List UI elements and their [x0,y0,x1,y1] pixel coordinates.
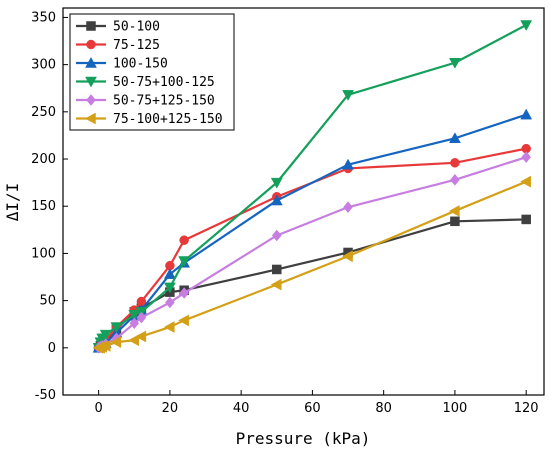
legend-swatch-marker [84,112,96,125]
legend-label: 75-100+125-150 [113,112,223,127]
x-tick-label: 20 [162,401,179,416]
legend-swatch-marker [86,94,96,106]
data-point [110,336,122,349]
data-point [129,317,140,330]
data-point [163,282,176,294]
series-line [98,180,527,349]
data-point [99,339,111,352]
x-tick-label: 40 [233,401,250,416]
legend-entry: 50-100 [76,20,160,35]
data-point [136,311,147,324]
series-0 [93,214,531,353]
legend-entry: 100-150 [76,57,168,72]
legend-swatch-marker [85,56,97,68]
data-point [110,322,123,334]
data-point [449,57,461,69]
y-tick-label: 100 [31,246,56,261]
data-point [450,173,460,186]
data-point [450,216,460,227]
data-point [520,175,531,188]
y-tick-label: 200 [31,152,56,167]
legend-entry: 50-75+100-125 [76,75,215,90]
data-point [449,132,461,144]
data-point [270,177,283,189]
series-2 [92,108,533,353]
legend: 50-100 75-125 100-150 50-75+100-125 50-75+12… [69,13,235,131]
data-point [450,158,460,168]
legend-label: 75-125 [113,38,160,53]
legend-swatch-marker [85,76,97,88]
legend-box [69,13,235,131]
legend-entry: 75-100+125-150 [76,112,223,127]
data-point [179,287,189,299]
y-tick-label: 150 [31,199,56,214]
x-tick-label: 80 [375,401,392,416]
legend-label: 50-100 [113,20,160,35]
legend-entry: 50-75+125-150 [76,94,215,109]
data-point [343,201,353,214]
series-layer [92,20,533,354]
data-point [179,235,189,245]
data-point [342,250,353,263]
y-tick-label: 50 [39,294,56,309]
legend-label: 50-75+100-125 [113,75,215,90]
x-tick-label: 120 [514,401,539,416]
data-point [178,256,191,267]
data-point [448,205,460,217]
data-point [342,90,354,101]
legend-swatch-marker [86,21,96,31]
data-point [163,268,176,279]
legend-swatch-marker [86,39,96,50]
data-point [520,108,533,120]
axis-ticks: 0 20 40 60 80 100 120 -50 0 50 100 150 200 250 300 350 [31,10,538,416]
legend-entry: 75-125 [76,38,160,53]
series-line [97,113,527,349]
y-tick-label: 250 [31,105,56,120]
data-point [521,214,531,225]
x-tick-label: 0 [94,401,102,416]
data-point [178,314,189,327]
legend-label: 100-150 [113,57,168,72]
series-5 [92,175,531,354]
y-axis-label: ΔI/I [3,183,22,222]
series-1 [93,143,531,353]
x-tick-label: 100 [443,401,468,416]
x-axis-label: Pressure (kPa) [236,429,371,448]
data-point [128,310,141,321]
data-point [271,229,282,242]
data-point [272,264,282,275]
data-point [521,151,532,164]
data-point [270,278,282,291]
y-tick-label: 300 [31,58,56,73]
data-point [135,330,147,343]
y-tick-label: 0 [48,341,56,356]
data-point [163,321,175,333]
data-point [99,329,112,341]
x-tick-label: 60 [304,401,321,416]
y-tick-label: -50 [35,388,56,403]
legend-label: 50-75+125-150 [113,94,215,109]
data-point [520,20,533,32]
plot-frame [62,7,545,396]
data-point [342,158,354,170]
data-point [128,334,140,347]
series-line [98,156,527,349]
data-point [165,296,175,309]
data-point [270,194,283,206]
y-tick-label: 350 [31,10,56,25]
